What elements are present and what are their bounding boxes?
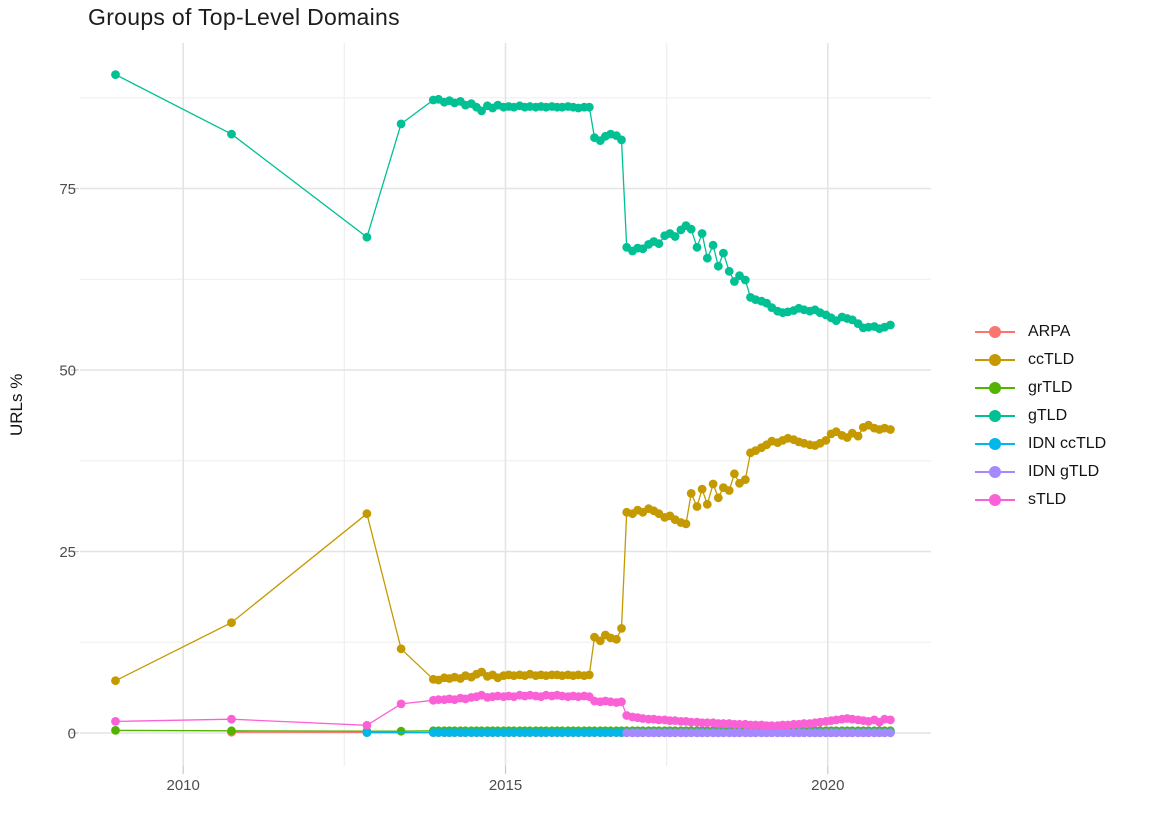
data-point xyxy=(477,106,486,116)
legend-item-label: gTLD xyxy=(1028,407,1068,424)
legend-item-idn-gtld: IDN gTLD xyxy=(975,458,1106,486)
data-point xyxy=(654,239,664,249)
data-point xyxy=(227,726,236,736)
data-point xyxy=(821,436,831,445)
legend-key-stld xyxy=(975,486,1015,514)
legend-item-stld: sTLD xyxy=(975,486,1106,514)
data-point xyxy=(853,431,863,441)
data-point xyxy=(617,697,626,707)
legend-item-label: IDN gTLD xyxy=(1028,463,1100,480)
legend-item-label: sTLD xyxy=(1028,491,1067,508)
data-point xyxy=(724,266,734,276)
legend-item-arpa: ARPA xyxy=(975,318,1106,346)
data-point xyxy=(886,425,895,434)
data-point xyxy=(697,484,707,494)
data-point xyxy=(595,636,605,646)
y-tick-label: 75 xyxy=(59,181,76,198)
legend-item-cctld: ccTLD xyxy=(975,346,1106,374)
data-point xyxy=(686,224,696,234)
data-point xyxy=(702,499,712,509)
legend-key-grtld xyxy=(975,374,1015,402)
data-point xyxy=(612,634,621,644)
data-point xyxy=(584,670,594,680)
data-point xyxy=(617,135,626,145)
data-point xyxy=(702,253,712,263)
y-tick-label: 25 xyxy=(59,544,76,561)
y-tick-label: 0 xyxy=(68,726,76,743)
chart-title: Groups of Top-Level Domains xyxy=(88,4,400,30)
legend-key-idn-cctld xyxy=(975,430,1015,458)
data-point xyxy=(617,624,626,633)
data-point xyxy=(111,726,120,735)
data-point xyxy=(584,102,594,112)
data-point xyxy=(362,509,372,519)
legend-key-idn-gtld xyxy=(975,458,1015,486)
data-point xyxy=(730,469,739,479)
series-line-gtld xyxy=(115,74,891,330)
series-stld xyxy=(111,690,895,731)
legend-key-gtld xyxy=(975,402,1015,430)
data-point xyxy=(740,475,750,484)
legend-item-label: ARPA xyxy=(1028,323,1071,340)
legend-item-gtld: gTLD xyxy=(975,402,1106,430)
data-point xyxy=(708,479,718,489)
legend-item-grtld: grTLD xyxy=(975,374,1106,402)
data-point xyxy=(396,119,406,129)
legend-key-cctld xyxy=(975,346,1015,374)
data-point xyxy=(111,717,120,726)
data-point xyxy=(227,618,236,627)
data-point xyxy=(396,699,406,709)
legend: ARPA ccTLD grTLD gTLD IDN ccTLD IDN gTLD sTLD xyxy=(975,318,1106,514)
data-point xyxy=(396,726,406,736)
legend-key-dot xyxy=(989,494,1001,506)
legend-key-dot xyxy=(989,354,1001,366)
series-idn-gtld xyxy=(622,728,895,738)
series-cctld xyxy=(111,420,895,686)
legend-key-dot xyxy=(989,438,1001,450)
data-point xyxy=(396,644,406,654)
data-point xyxy=(886,320,895,330)
data-point xyxy=(681,519,691,529)
data-point xyxy=(692,242,702,252)
data-point xyxy=(713,493,723,503)
data-point xyxy=(362,232,372,242)
legend-item-label: ccTLD xyxy=(1028,351,1075,368)
legend-item-label: IDN ccTLD xyxy=(1028,435,1107,452)
data-point xyxy=(111,676,120,686)
legend-item-idn-cctld: IDN ccTLD xyxy=(975,430,1106,458)
legend-key-dot xyxy=(989,382,1001,394)
data-point xyxy=(111,70,120,79)
data-point xyxy=(740,275,750,285)
legend-key-dot xyxy=(989,410,1001,422)
legend-key-dot xyxy=(989,466,1001,478)
data-point xyxy=(227,129,236,139)
x-tick-label: 2015 xyxy=(489,777,522,794)
data-point xyxy=(362,728,372,737)
legend-key-dot xyxy=(989,326,1001,338)
data-point xyxy=(227,714,236,724)
data-point xyxy=(730,277,739,286)
data-point xyxy=(713,261,723,271)
legend-key-arpa xyxy=(975,318,1015,346)
data-point xyxy=(697,229,707,238)
legend-item-label: grTLD xyxy=(1028,379,1073,396)
x-tick-label: 2010 xyxy=(167,777,200,794)
data-point xyxy=(708,240,718,250)
data-point xyxy=(886,715,895,725)
data-point xyxy=(686,489,696,498)
y-tick-label: 50 xyxy=(59,363,76,380)
data-point xyxy=(886,728,895,738)
data-point xyxy=(670,232,680,241)
data-point xyxy=(692,502,702,511)
data-point xyxy=(362,720,372,730)
series-gtld xyxy=(111,70,895,333)
x-tick-label: 2020 xyxy=(811,777,844,794)
data-point xyxy=(724,486,734,495)
data-point xyxy=(719,248,728,258)
